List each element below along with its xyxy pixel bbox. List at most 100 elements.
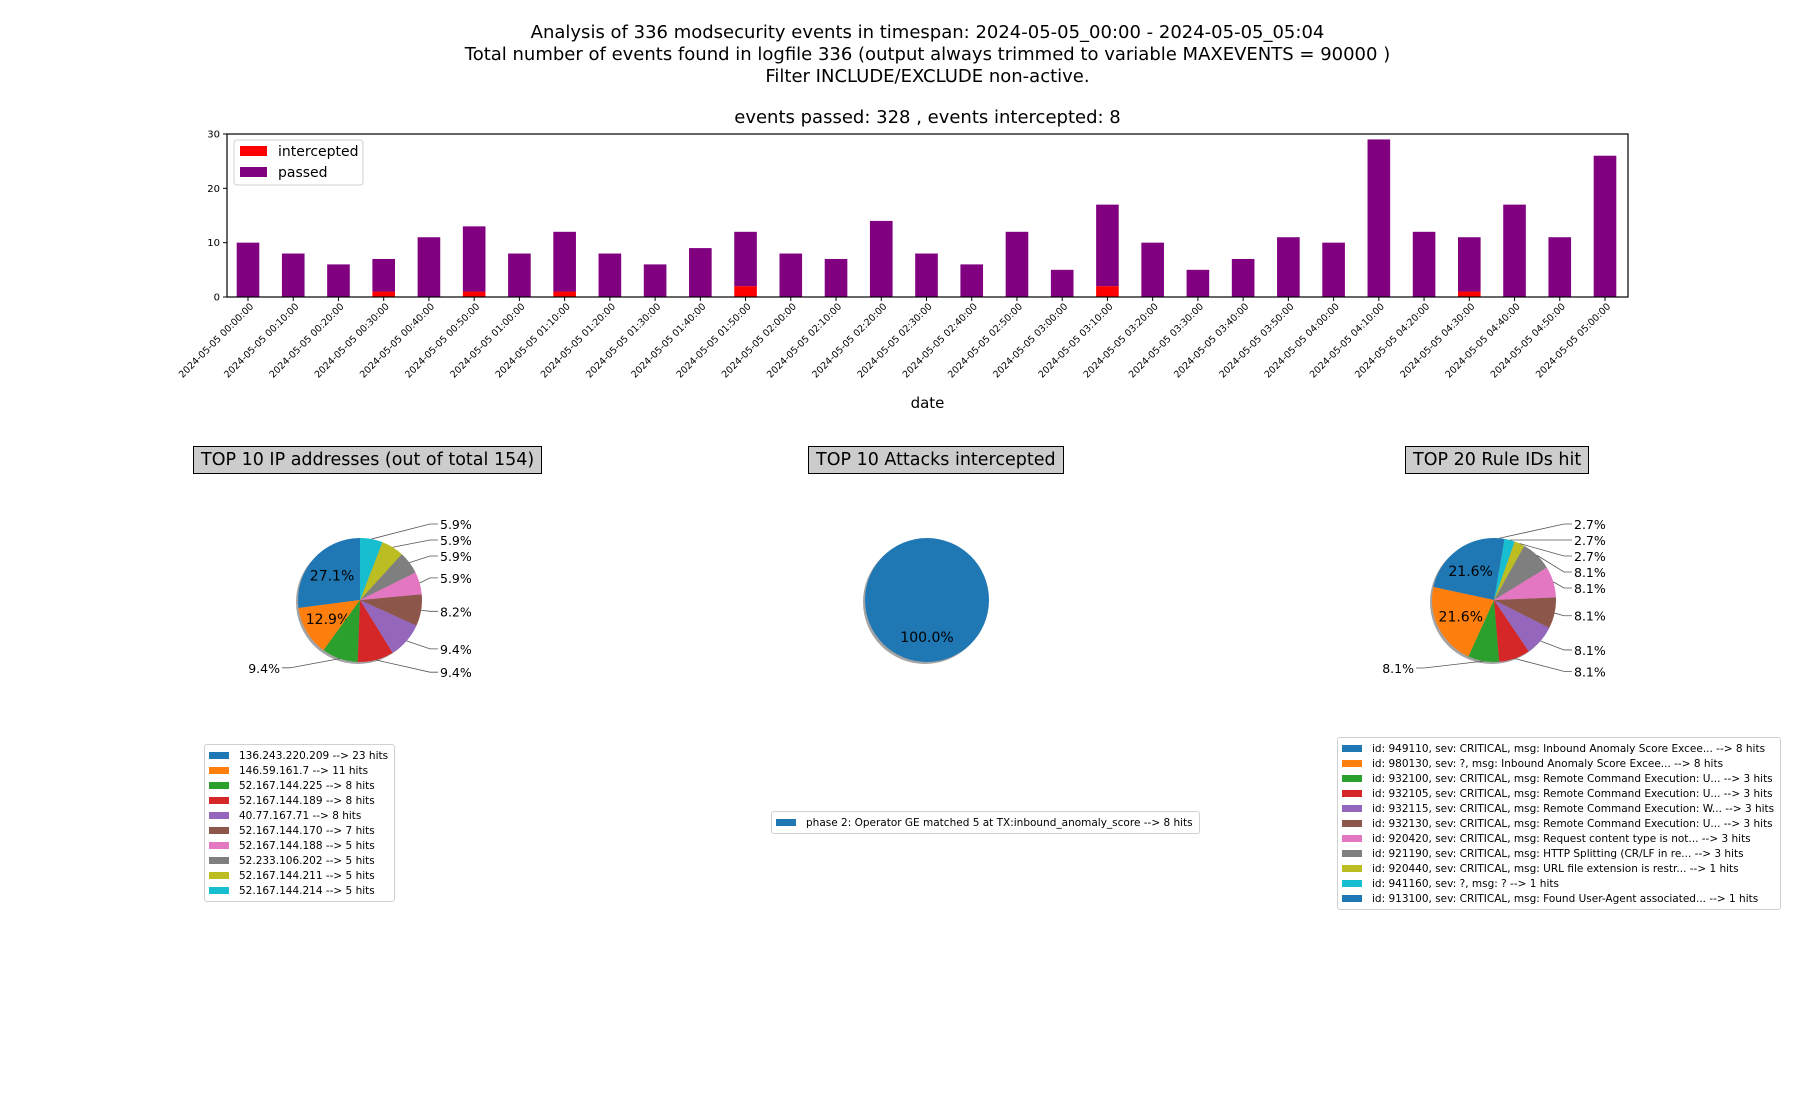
pie-slice-980130 [1432,586,1494,657]
bar-passed-4 [417,237,441,297]
bar-passed-17 [1005,231,1029,297]
bar-passed-28 [1503,204,1526,297]
pie-pct-label: 9.4% [440,665,472,680]
x-tick-label: 2024-05-05 03:00:00 [991,301,1070,380]
legend-swatch [209,767,229,774]
bar-intercepted-27 [1457,291,1481,297]
legend-label: phase 2: Operator GE matched 5 at TX:inb… [806,816,1193,829]
legend-swatch [1342,880,1362,887]
pie-leader-line [1519,543,1572,557]
pie-slice-932105 [1494,600,1529,662]
pie-slice-52.167.144.170 [360,594,422,626]
legend-swatch [1342,745,1362,752]
pie-1: 100.0% [863,538,989,664]
pie-pct-label: 5.9% [440,549,472,564]
pie-slice-52.167.144.189 [357,600,393,662]
legend-item: id: 921190, sev: CRITICAL, msg: HTTP Spl… [1342,846,1774,861]
legend-label-passed: passed [278,165,328,181]
legend-label: id: 932130, sev: CRITICAL, msg: Remote C… [1372,817,1773,830]
legend-swatch [209,782,229,789]
legend-item: 52.233.106.202 --> 5 hits [209,853,388,868]
legend-swatch [1342,805,1362,812]
bar-passed-11 [734,231,757,287]
pie-pct-label: 9.4% [440,642,472,657]
x-tick-label: 2024-05-05 02:00:00 [720,301,799,380]
x-tick-label: 2024-05-05 00:40:00 [358,301,437,380]
legend-item: 40.77.167.71 --> 8 hits [209,808,388,823]
pie-leader-line [392,539,438,548]
legend-label: id: 980130, sev: ?, msg: Inbound Anomaly… [1372,757,1724,770]
x-axis-label: date [911,394,945,412]
pie-slice-52.167.144.214 [360,538,383,600]
plot-frame [226,133,1629,298]
x-tick-label: 2024-05-05 03:10:00 [1036,301,1115,380]
legend-label: 40.77.167.71 --> 8 hits [239,809,362,822]
legend-label: 52.167.144.189 --> 8 hits [239,794,375,807]
bar-intercepted-3 [372,291,396,297]
legend-swatch [209,797,229,804]
ip-legend: 136.243.220.209 --> 23 hits 146.59.161.7 … [204,744,396,902]
pie-leader-line [371,523,438,540]
pie-pct-label: 2.7% [1574,533,1606,548]
x-tick-label: 2024-05-05 02:40:00 [901,301,980,380]
attacks-pie-title: TOP 10 Attacks intercepted [808,446,1064,474]
bar-intercepted-19 [1096,286,1119,297]
legend-swatch [209,812,229,819]
x-tick-label: 2024-05-05 00:00:00 [177,301,256,380]
title-line-3: Filter INCLUDE/EXCLUDE non-active. [765,66,1090,87]
legend-swatch [1342,820,1362,827]
bar-passed-13 [824,258,848,297]
pie-pct-label: 27.1% [310,568,354,584]
pie-slice-932115 [1494,600,1550,652]
x-tick-label: 2024-05-05 04:10:00 [1308,301,1387,380]
bar-passed-15 [915,253,938,297]
pie-pct-label: 2.7% [1574,549,1606,564]
legend-label: 136.243.220.209 --> 23 hits [239,749,389,762]
legend-item: id: 949110, sev: CRITICAL, msg: Inbound … [1342,741,1774,756]
bar-passed-0 [236,242,260,297]
legend-item: 52.167.144.214 --> 5 hits [209,883,388,898]
legend-label: id: 920420, sev: CRITICAL, msg: Request … [1372,832,1751,845]
pie-pct-label: 5.9% [440,517,472,532]
bar-passed-27 [1457,237,1481,292]
pie-slice-52.233.106.202 [360,554,416,600]
pie-pct-label: 5.9% [440,533,472,548]
legend-swatch [209,827,229,834]
legend-swatch [209,857,229,864]
pie-leader-line [1499,523,1572,539]
bar-passed-25 [1367,139,1391,297]
pie-slice-932130 [1494,597,1556,628]
legend-item: id: 941160, sev: ?, msg: ? --> 1 hits [1342,876,1774,891]
x-tick-label: 2024-05-05 04:00:00 [1263,301,1342,380]
legend-swatch [209,887,229,894]
x-tick-label: 2024-05-05 03:50:00 [1217,301,1296,380]
legend-label: id: 913100, sev: CRITICAL, msg: Found Us… [1372,892,1759,905]
legend-item: id: 932105, sev: CRITICAL, msg: Remote C… [1342,786,1774,801]
pie-leader-line [1540,640,1572,651]
pie-leader-line [419,577,438,584]
pie-leader-line [406,640,438,650]
x-tick-label: 2024-05-05 02:30:00 [855,301,934,380]
bar-passed-20 [1141,242,1164,297]
legend-swatch [1342,895,1362,902]
bar-passed-10 [689,248,712,297]
pie-slice-52.167.144.211 [360,542,402,600]
bar-passed-3 [372,258,396,292]
x-tick-label: 2024-05-05 01:30:00 [584,301,663,380]
bar-passed-30 [1593,155,1617,297]
pie-leader-line [1514,658,1572,672]
legend-label: id: 941160, sev: ?, msg: ? --> 1 hits [1372,877,1559,890]
pie-leader-line [409,555,438,564]
pie-pct-label: 8.1% [1574,609,1606,624]
pie-pct-label: 8.2% [440,604,472,619]
pie-slice-921190 [1494,545,1547,600]
bar-passed-26 [1412,231,1436,297]
legend-swatch [1342,835,1362,842]
y-tick-label: 20 [207,184,220,195]
bar-passed-19 [1096,204,1119,287]
legend-item: id: 920420, sev: CRITICAL, msg: Request … [1342,831,1774,846]
pie-leader-line [1554,612,1572,617]
legend-label: id: 932100, sev: CRITICAL, msg: Remote C… [1372,772,1773,785]
bar-passed-14 [869,220,893,297]
figure-title: Analysis of 336 modsecurity events in ti… [0,22,1800,88]
